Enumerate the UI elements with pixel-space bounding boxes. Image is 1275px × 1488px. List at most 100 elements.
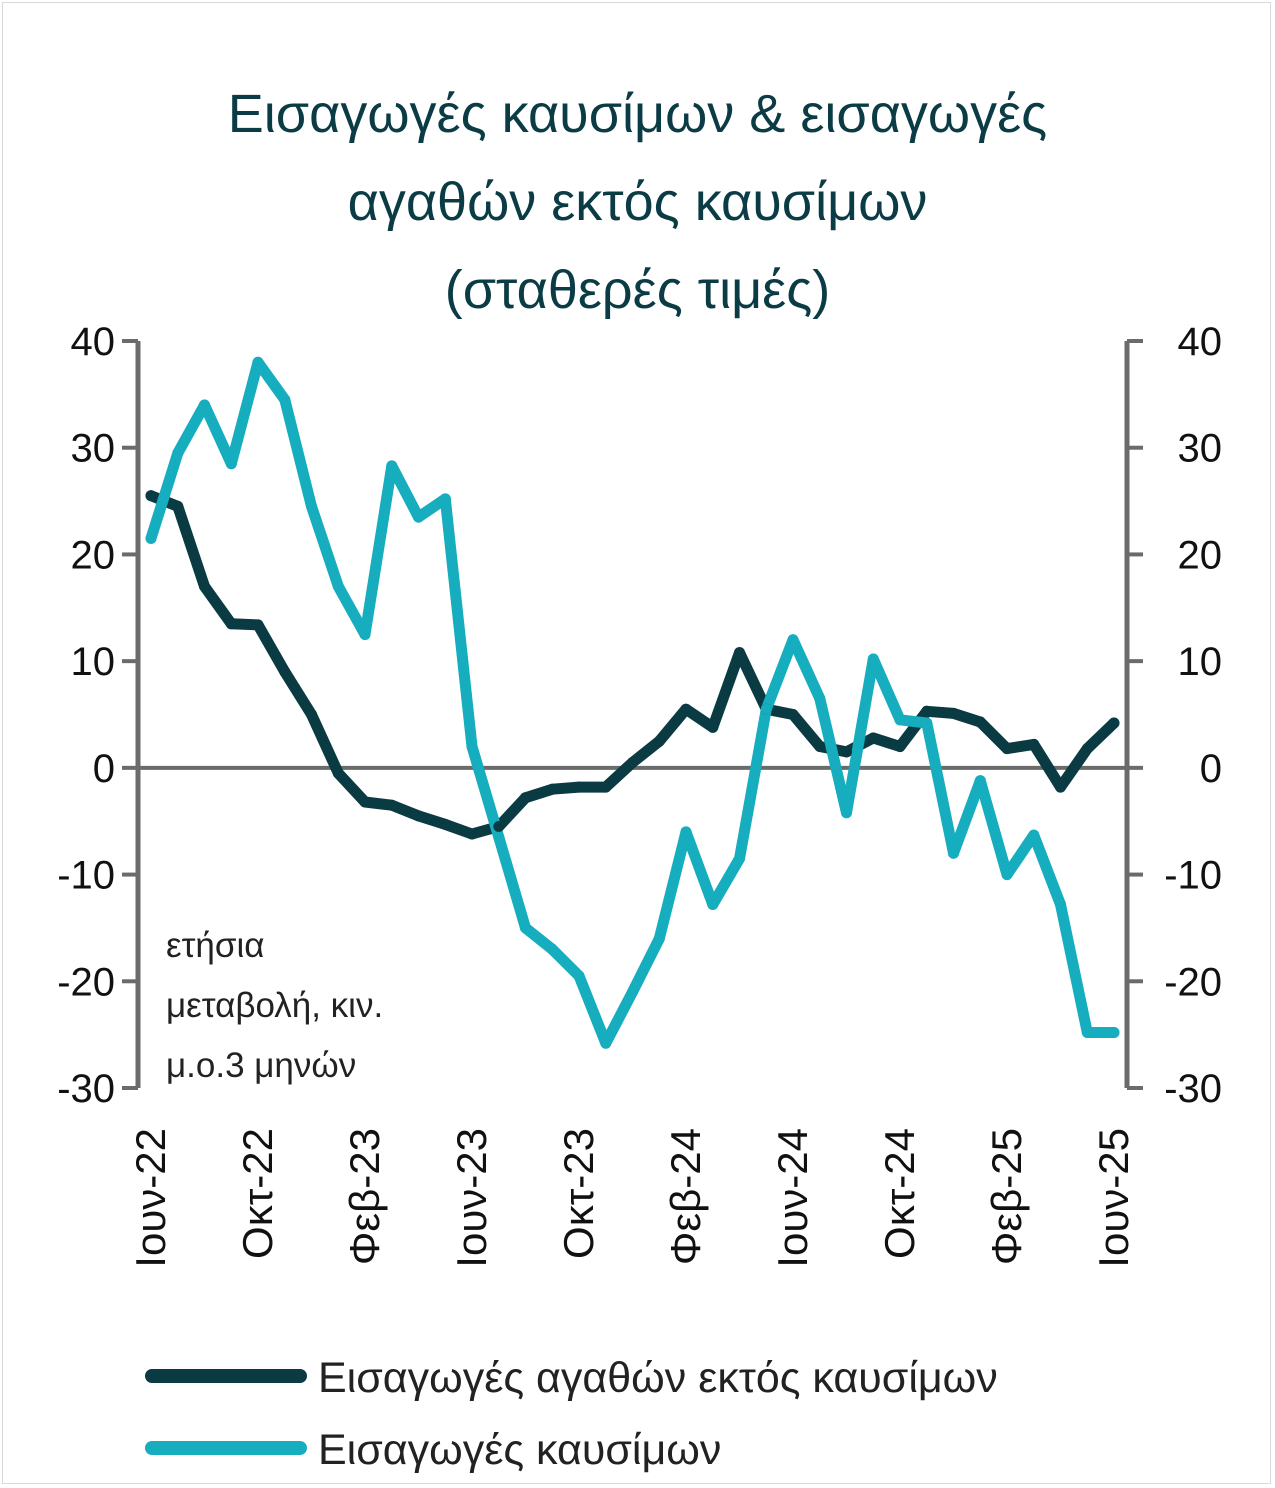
- right-y-tick-label: -10: [1164, 854, 1222, 898]
- x-tick-label: Οκτ-23: [555, 1128, 602, 1259]
- left-y-tick-label: 0: [93, 747, 115, 791]
- right-y-tick-label: 20: [1178, 533, 1223, 577]
- data-point-series-0: [1028, 738, 1040, 750]
- data-point-series-1: [466, 741, 478, 752]
- data-point-series-0: [600, 781, 612, 793]
- data-point-series-1: [894, 714, 906, 726]
- data-point-series-1: [867, 653, 879, 665]
- legend: Εισαγωγές αγαθών εκτός καυσίμων Εισαγωγέ…: [145, 1354, 998, 1474]
- data-point-series-1: [680, 826, 692, 838]
- data-point-series-1: [760, 703, 772, 715]
- data-point-series-1: [520, 922, 531, 934]
- series-line-nonfuel-imports: [145, 490, 1120, 840]
- data-point-series-0: [172, 500, 184, 512]
- data-point-series-0: [1108, 717, 1120, 729]
- data-point-series-1: [252, 356, 264, 368]
- right-y-tick-label: 0: [1200, 747, 1222, 791]
- data-point-series-0: [707, 721, 719, 733]
- left-y-tick-label: 40: [71, 320, 116, 364]
- data-point-series-1: [1081, 1027, 1093, 1038]
- left-y-tick-label: -10: [57, 854, 115, 898]
- data-point-series-0: [199, 580, 210, 592]
- data-point-series-1: [1028, 829, 1040, 841]
- x-tick-label: Φεβ-24: [662, 1128, 709, 1265]
- data-point-series-0: [787, 709, 799, 720]
- data-point-series-1: [921, 717, 933, 729]
- data-point-series-1: [145, 532, 157, 544]
- data-point-series-0: [921, 705, 933, 717]
- data-point-series-1: [653, 933, 665, 945]
- data-point-series-0: [546, 783, 558, 795]
- data-point-series-1: [332, 580, 344, 592]
- data-point-series-1: [359, 629, 371, 640]
- x-tick-label: Φεβ-25: [983, 1128, 1030, 1265]
- data-point-series-1: [627, 986, 638, 998]
- annotation-line-3: μ.ο.3 μηνών: [166, 1046, 356, 1085]
- data-point-series-0: [627, 757, 638, 768]
- left-y-ticks: 40 30 20 10 0 -10 -20 -30: [57, 320, 138, 1111]
- left-y-tick-label: -30: [57, 1067, 115, 1111]
- x-tick-label: Ιουν-23: [448, 1128, 495, 1268]
- data-point-series-0: [1055, 781, 1066, 793]
- data-point-series-0: [225, 618, 237, 630]
- data-point-series-0: [653, 735, 665, 747]
- right-y-tick-label: -20: [1164, 960, 1222, 1004]
- data-point-series-1: [413, 511, 424, 523]
- data-point-series-1: [734, 853, 745, 865]
- left-y-tick-label: 20: [71, 533, 116, 577]
- data-point-series-1: [225, 458, 237, 470]
- data-point-series-1: [974, 775, 986, 787]
- annotation-line-2: μεταβολή, κιν.: [166, 986, 383, 1025]
- data-point-series-0: [466, 828, 478, 840]
- data-point-series-1: [386, 460, 398, 472]
- data-point-series-0: [413, 810, 424, 822]
- data-point-series-1: [199, 399, 210, 411]
- data-point-series-0: [493, 821, 505, 832]
- data-point-series-0: [814, 741, 826, 752]
- data-point-series-0: [279, 666, 291, 678]
- data-point-series-0: [1081, 743, 1093, 755]
- data-point-series-1: [841, 807, 852, 819]
- data-point-series-0: [145, 490, 157, 502]
- left-y-tick-label: 10: [71, 640, 116, 684]
- data-point-series-0: [1001, 743, 1013, 755]
- x-tick-label: Ιουν-22: [127, 1128, 174, 1268]
- legend-label-fuel-imports: Εισαγωγές καυσίμων: [318, 1426, 721, 1474]
- data-point-series-0: [252, 619, 264, 631]
- data-point-series-0: [894, 741, 906, 752]
- data-point-series-1: [493, 831, 505, 843]
- data-point-series-1: [306, 500, 317, 512]
- data-point-series-0: [680, 703, 692, 715]
- data-point-series-0: [439, 818, 451, 830]
- data-point-series-0: [520, 792, 531, 804]
- chart-title-line-2: αγαθών εκτός καυσίμων: [347, 172, 928, 232]
- data-point-series-1: [172, 447, 184, 459]
- data-point-series-0: [948, 707, 959, 719]
- x-axis-labels: Ιουν-22 Οκτ-22 Φεβ-23 Ιουν-23 Οκτ-23 Φεβ-24 Ιο…: [127, 1128, 1137, 1268]
- annotation-line-1: ετήσια: [166, 926, 265, 965]
- data-point-series-1: [707, 899, 719, 910]
- right-y-tick-label: 40: [1178, 320, 1223, 364]
- data-point-series-1: [439, 493, 451, 505]
- data-point-series-1: [814, 693, 826, 704]
- data-point-series-1: [279, 394, 291, 406]
- data-point-series-1: [546, 943, 558, 955]
- data-point-series-1: [1108, 1027, 1120, 1038]
- series-line-fuel-imports: [145, 356, 1120, 1049]
- data-point-series-0: [386, 799, 398, 811]
- x-tick-label: Οκτ-22: [234, 1128, 281, 1259]
- data-point-series-0: [359, 796, 371, 808]
- data-point-series-1: [573, 970, 585, 982]
- right-y-ticks: 40 30 20 10 0 -10 -20 -30: [1127, 320, 1222, 1111]
- left-y-tick-label: -20: [57, 960, 115, 1004]
- chart-title: Εισαγωγές καυσίμων & εισαγωγές αγαθών εκ…: [0, 70, 1275, 334]
- right-y-tick-label: -30: [1164, 1067, 1222, 1111]
- data-point-series-0: [734, 647, 745, 659]
- data-point-series-0: [332, 767, 344, 779]
- chart-title-line-1: Εισαγωγές καυσίμων & εισαγωγές: [227, 84, 1048, 144]
- chart-title-line-3: (σταθερές τιμές): [444, 260, 831, 320]
- x-tick-label: Φεβ-23: [341, 1128, 388, 1265]
- x-tick-label: Ιουν-25: [1090, 1128, 1137, 1268]
- data-point-series-1: [600, 1037, 612, 1049]
